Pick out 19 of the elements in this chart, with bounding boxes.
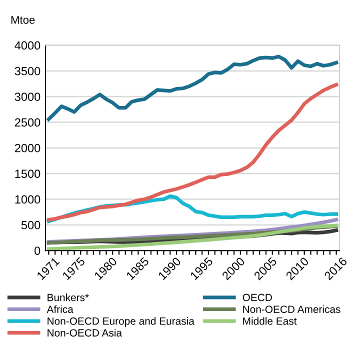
y-tick-label: 3500 xyxy=(14,66,40,76)
y-tick-label: 500 xyxy=(21,220,40,230)
legend-label: Non-OECD Asia xyxy=(48,328,122,337)
y-axis-title: Mtoe xyxy=(11,16,35,24)
legend-label: Bunkers* xyxy=(48,294,89,302)
y-tick-label: 2000 xyxy=(14,144,40,152)
y-tick-label: 1500 xyxy=(15,170,40,178)
line-series xyxy=(46,82,338,222)
legend-label: Non-OECD Americas xyxy=(243,305,340,313)
legend-label: Non-OECD Europe and Eurasia xyxy=(48,317,194,327)
legend-label: Africa xyxy=(46,305,74,313)
y-tick-label: 1000 xyxy=(15,195,40,204)
y-tick-label: 4000 xyxy=(14,41,40,50)
y-tick-label: 2500 xyxy=(14,118,40,127)
line-series xyxy=(46,54,338,121)
legend-label: OECD xyxy=(242,294,272,302)
legend-label: Middle East xyxy=(243,317,297,325)
y-tick-label: 0 xyxy=(34,246,40,255)
y-tick-label: 3000 xyxy=(14,92,40,101)
